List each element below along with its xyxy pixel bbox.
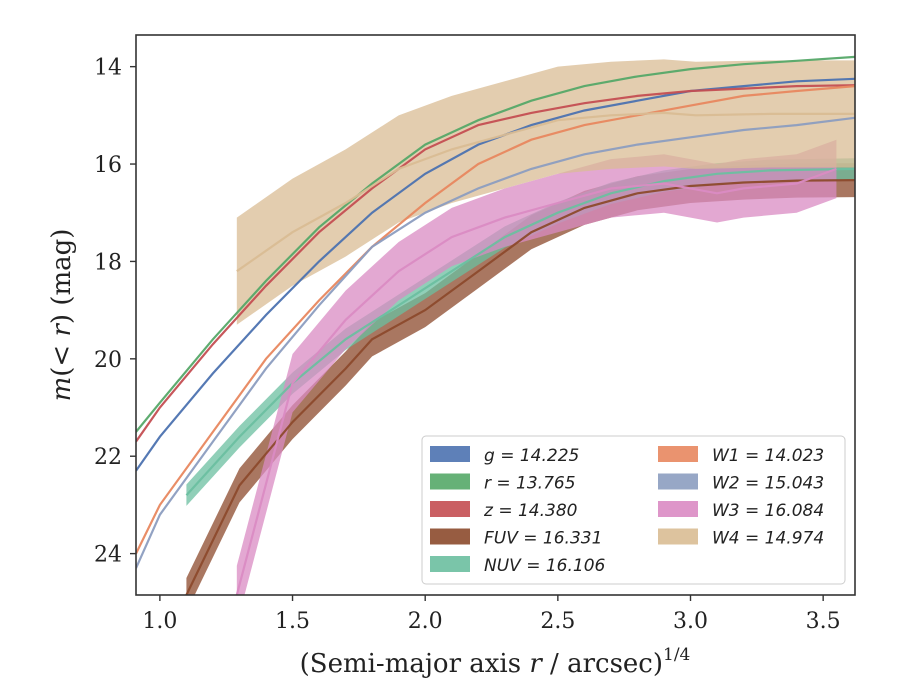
legend-swatch-w2 bbox=[658, 473, 698, 490]
legend-swatch-w3 bbox=[658, 501, 698, 517]
g-line bbox=[136, 77, 855, 472]
x-tick-label: 1.5 bbox=[275, 609, 310, 634]
legend-label-nuv: NUV = 16.106 bbox=[484, 556, 606, 576]
z-line bbox=[136, 84, 855, 443]
x-axis: 1.0 1.5 2.0 2.5 3.0 3.5 bbox=[142, 595, 841, 634]
plot-frame bbox=[135, 34, 856, 596]
x-tick-label: 3.5 bbox=[806, 609, 841, 634]
w2-line bbox=[136, 116, 855, 569]
series-lines bbox=[136, 55, 855, 595]
legend-label-z: z = 14.380 bbox=[483, 501, 577, 521]
legend-label-w2: W2 = 15.043 bbox=[712, 474, 824, 494]
w3-line bbox=[235, 167, 837, 595]
legend-swatch-z bbox=[430, 501, 470, 517]
y-tick-label: 18 bbox=[94, 250, 122, 275]
legend-label-fuv: FUV = 16.331 bbox=[484, 529, 602, 549]
fuv-line bbox=[185, 179, 855, 595]
y-tick-label: 22 bbox=[94, 445, 122, 470]
x-axis-label: (Semi-major axis r / arcsec)1/4 bbox=[300, 645, 691, 679]
x-tick-label: 2.0 bbox=[408, 609, 443, 634]
y-tick-label: 20 bbox=[94, 348, 122, 373]
x-tick-label: 1.0 bbox=[142, 609, 177, 634]
uncertainty-bands bbox=[186, 59, 855, 595]
y-tick-label: 14 bbox=[94, 56, 122, 81]
legend-label-g: g = 14.225 bbox=[484, 446, 579, 466]
legend-label-r: r = 13.765 bbox=[484, 474, 576, 494]
y-tick-label: 16 bbox=[94, 153, 122, 178]
legend-swatch-r bbox=[430, 473, 470, 490]
w4-band bbox=[236, 59, 855, 325]
legend-swatch-g bbox=[430, 446, 470, 462]
legend-label-w1: W1 = 14.023 bbox=[712, 446, 824, 466]
x-tick-label: 2.5 bbox=[540, 609, 575, 634]
legend-swatch-fuv bbox=[430, 528, 470, 545]
legend-swatch-w4 bbox=[658, 528, 698, 545]
legend-label-w3: W3 = 16.084 bbox=[712, 501, 824, 521]
legend-swatch-nuv bbox=[430, 556, 470, 572]
w1-line bbox=[136, 85, 855, 555]
y-axis-label: m(< r) (mag) bbox=[47, 229, 77, 402]
x-tick-label: 3.0 bbox=[673, 609, 708, 634]
legend-label-w4: W4 = 14.974 bbox=[712, 529, 824, 549]
legend-box bbox=[421, 435, 846, 585]
y-axis: 14 16 18 20 22 24 bbox=[94, 56, 136, 568]
w4-line bbox=[236, 111, 855, 273]
w3-band bbox=[236, 139, 837, 595]
legend-swatch-w1 bbox=[658, 446, 698, 462]
r-line bbox=[136, 55, 855, 433]
y-tick-label: 24 bbox=[94, 543, 122, 568]
legend: g = 14.225 r = 13.765 z = 14.380 FUV = 16.3… bbox=[421, 435, 846, 585]
